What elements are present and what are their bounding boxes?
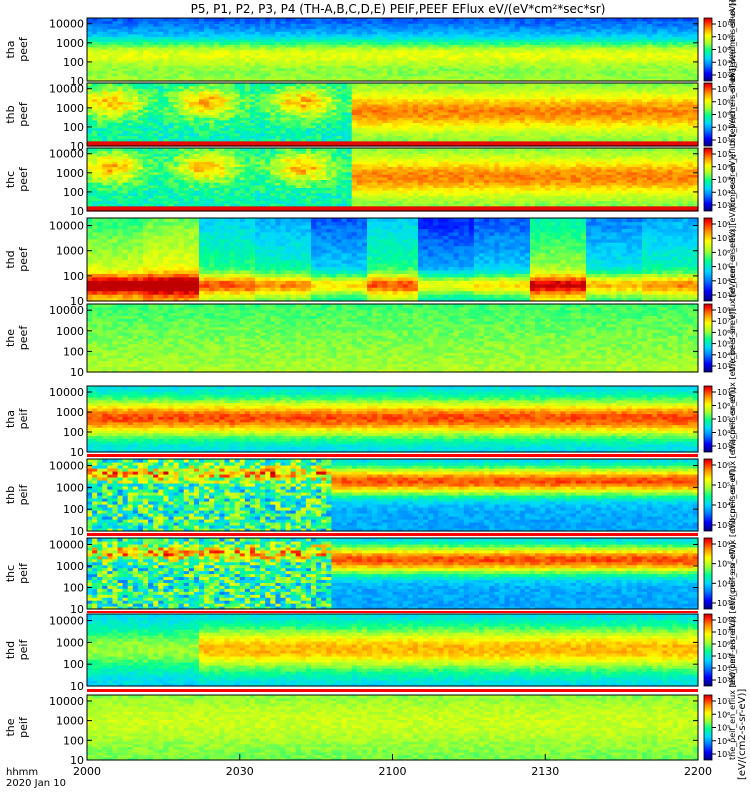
- panel-probe-label: tha: [4, 40, 17, 58]
- y-tick-label: 10000: [49, 18, 84, 31]
- figure-title: P5, P1, P2, P3, P4 (TH-A,B,C,D,E) PEIF,P…: [191, 2, 606, 16]
- panel-product-label: peef: [17, 36, 30, 62]
- colorbar-bar: [704, 18, 712, 81]
- heatmap-thb-peef: [87, 83, 699, 147]
- y-tick-label: 100: [63, 56, 84, 69]
- heatmap-tha-peef: [87, 18, 699, 82]
- y-tick-label: 1000: [56, 37, 84, 50]
